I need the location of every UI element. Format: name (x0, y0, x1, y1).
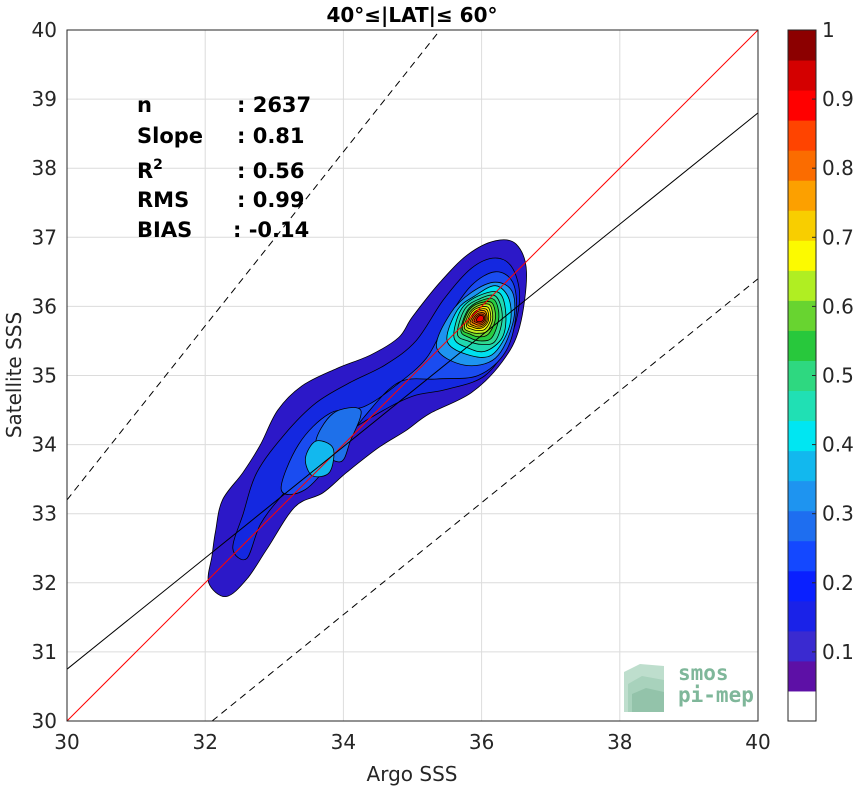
logo-line-smos: smos (678, 661, 729, 685)
reference-lines (66, 29, 759, 722)
colorbar-cell (788, 210, 816, 241)
y-tick-label: 32 (32, 571, 57, 595)
x-tick-label: 32 (192, 730, 217, 754)
colorbar-cell (788, 60, 816, 91)
colorbar-tick-label: 0.4 (822, 433, 854, 457)
colorbar-cell (788, 300, 816, 331)
colorbar-cells (788, 30, 816, 722)
y-tick-label: 34 (32, 433, 57, 457)
x-tick-label: 30 (54, 730, 79, 754)
x-tick-label: 34 (331, 730, 356, 754)
colorbar-tick-label: 0.2 (822, 571, 854, 595)
colorbar-cell (788, 450, 816, 482)
colorbar-cell (788, 270, 816, 301)
stat-key: RMS (137, 188, 189, 212)
logo-line-pi-mep: pi-mep (678, 683, 754, 707)
y-axis-label: Satellite SSS (2, 312, 26, 438)
y-tick-label: 40 (32, 18, 57, 42)
colorbar-cell (788, 180, 816, 211)
y-tick-label: 35 (32, 364, 57, 388)
colorbar-tick-label: 0.9 (822, 87, 854, 111)
colorbar-cell (788, 480, 816, 512)
colorbar-tick-labels: 0.1 0.2 0.3 0.4 0.5 0.6 0.7 0.8 0.9 1 (812, 18, 854, 664)
colorbar-cell (788, 510, 816, 542)
stat-value: : -0.14 (233, 218, 309, 242)
x-tick-label: 36 (469, 730, 494, 754)
stat-value: : 0.81 (237, 124, 305, 148)
stat-key: n (137, 93, 152, 117)
regression-fit-line (66, 112, 759, 670)
lower-bound-line (211, 278, 759, 722)
x-tick-label: 38 (607, 730, 632, 754)
colorbar-cell (788, 660, 816, 692)
colorbar-tick-label: 0.7 (822, 225, 854, 249)
colorbar-cell (788, 420, 816, 452)
y-tick-label: 30 (32, 709, 57, 733)
colorbar-cell (788, 570, 816, 602)
one-to-one-line (66, 29, 759, 722)
colorbar-tick-label: 1 (822, 18, 835, 42)
stat-value: : 2637 (237, 93, 311, 117)
plot-area: 30 32 34 36 38 40 30 31 32 33 34 35 36 37 38 39 40 (32, 18, 771, 754)
colorbar-tick-label: 0.5 (822, 364, 854, 388)
colorbar-tick-label: 0.8 (822, 156, 854, 180)
x-tick-label: 40 (745, 730, 770, 754)
colorbar: 0.1 0.2 0.3 0.4 0.5 0.6 0.7 0.8 0.9 1 (787, 18, 854, 722)
colorbar-cell (788, 30, 816, 61)
colorbar-cell (788, 120, 816, 151)
colorbar-cell (788, 150, 816, 181)
stat-key: BIAS (137, 218, 192, 242)
upper-bound-line (66, 29, 441, 501)
colorbar-cell (788, 90, 816, 121)
x-tick-labels: 30 32 34 36 38 40 (54, 730, 770, 754)
stat-value: : 0.56 (237, 159, 305, 183)
smos-pi-mep-logo: smos pi-mep (624, 661, 754, 712)
colorbar-tick-label: 0.3 (822, 502, 854, 526)
y-tick-label: 33 (32, 502, 57, 526)
density-contours (207, 239, 527, 598)
logo-waves-icon (624, 664, 664, 712)
y-tick-labels: 30 31 32 33 34 35 36 37 38 39 40 (32, 18, 57, 733)
colorbar-cell (788, 630, 816, 662)
colorbar-cell (788, 690, 816, 722)
colorbar-cell (788, 330, 816, 361)
chart-title: 40°≤|LAT|≤ 60° (326, 3, 497, 27)
contour-level-0-3 (304, 440, 335, 478)
colorbar-cell (788, 360, 816, 392)
y-tick-label: 36 (32, 294, 57, 318)
colorbar-cell (788, 540, 816, 572)
y-tick-label: 31 (32, 640, 57, 664)
x-axis-label: Argo SSS (367, 762, 458, 786)
colorbar-cell (788, 240, 816, 271)
colorbar-tick-label: 0.1 (822, 640, 854, 664)
colorbar-cell (788, 390, 816, 422)
y-tick-label: 37 (32, 225, 57, 249)
stat-value: : 0.99 (237, 188, 305, 212)
plot-frame (66, 29, 759, 722)
colorbar-tick-label: 0.6 (822, 294, 854, 318)
stat-key: Slope (137, 124, 203, 148)
y-tick-label: 38 (32, 156, 57, 180)
contour-level-0-9 (475, 314, 485, 323)
colorbar-cell (788, 600, 816, 632)
y-tick-label: 39 (32, 87, 57, 111)
